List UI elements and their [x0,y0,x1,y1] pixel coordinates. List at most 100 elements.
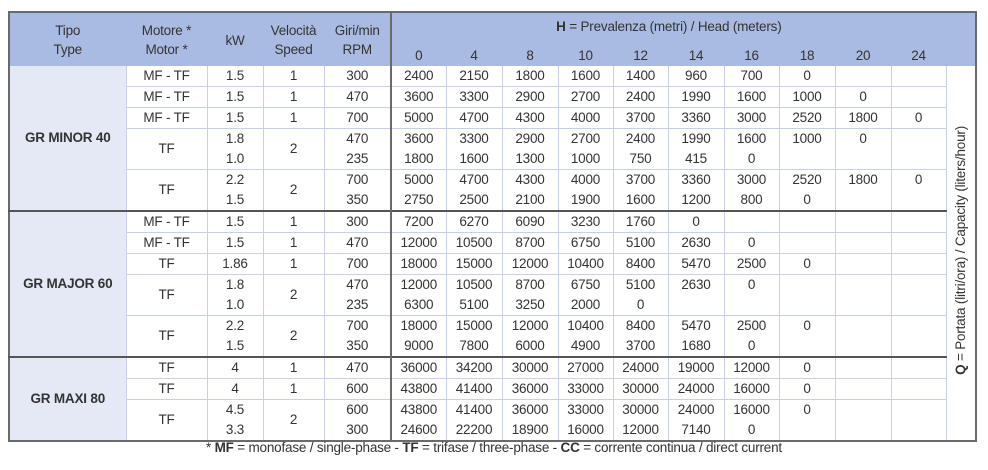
footnote: * MF = monofase / single-phase - TF = tr… [0,440,988,455]
capacity-value [836,190,890,210]
capacity-value: 2700 [570,131,601,146]
capacity-cell [834,232,892,254]
capacity-value [892,359,945,378]
table-row: GR MINOR 40 MF - TF 1.5 1 300 2400 2150 1800 160… [8,65,977,442]
capacity-cell: 1400 [612,65,669,87]
header-type: Tipo Type [8,11,127,66]
capacity-value: 2400 [404,68,434,83]
capacity-cell: 2500 [723,253,780,275]
capacity-value: 800 [740,192,763,207]
capacity-value: 700 [740,68,763,83]
capacity-value [836,276,890,296]
head-title-text: = Prevalenza (metri) / Head (meters) [565,18,782,34]
capacity-value: 6750 [570,277,601,292]
capacity-value: 1400 [625,68,656,83]
capacity-cell: 41400 22200 [445,399,503,442]
capacity-value [725,295,778,315]
capacity-value [836,234,890,253]
capacity-value: 36000 [511,402,549,417]
motor-type: TF [125,253,208,275]
capacity-cell: 19000 [667,356,725,379]
capacity-value: 6270 [459,214,489,229]
kw-cell: 4.5 3.3 [206,399,264,442]
kw-value: 4 [231,381,239,396]
capacity-cell: 24000 7140 [667,399,725,442]
capacity-value: 2500 [736,256,767,271]
capacity-value: 1760 [625,214,656,229]
motor-type: TF [125,169,208,212]
capacity-value: 5470 [681,256,711,271]
rpm-value: 700 [346,110,369,125]
capacity-value: 10500 [455,235,493,250]
capacity-value [892,336,945,356]
table-row: TF 2.2 1.5 2 700 350 18000 9000 15000 7800 12000 60… [9,315,976,358]
capacity-value: 10500 [455,277,493,292]
capacity-value: 33000 [567,402,604,417]
kw-value: 1.5 [225,214,245,229]
capacity-value: 3230 [570,214,601,229]
pump-model: GR MAJOR 60 [8,210,127,358]
capacity-value: 43800 [400,402,438,417]
capacity-cell: 2630 [667,274,725,316]
header-head-18: 18 [778,39,836,66]
speed-count: 1 [262,253,325,275]
capacity-cell: 0 [834,86,892,108]
capacity-cell: 7200 [390,210,447,233]
capacity-value [892,380,945,399]
capacity-cell: 4300 2100 [501,169,559,212]
capacity-value: 0 [803,68,811,83]
q-label: Q = Portata (litri/ora) / Capacity (lite… [951,126,971,375]
capacity-value: 2700 [570,89,601,104]
capacity-value: 7140 [681,422,711,437]
rpm-cell: 470 [323,86,392,108]
capacity-cell: 12000 [501,253,559,275]
capacity-value [836,149,890,169]
kw-cell: 4 [206,378,264,400]
kw-value: 1.5 [225,68,245,83]
capacity-axis-label: Q = Portata (litri/ora) / Capacity (lite… [945,65,977,442]
header-kw: kW [206,11,264,66]
capacity-cell: 4700 2500 [445,169,503,212]
table-row: MF - TF 1.5 1 470 12000 10500 8700 6750 5100 2630… [9,232,976,254]
capacity-cell: 2900 [501,86,559,108]
capacity-value [892,67,945,86]
rpm-value: 700 [346,172,369,187]
capacity-value [892,130,945,150]
capacity-value: 1800 [515,68,545,83]
capacity-cell: 2700 [557,86,614,108]
capacity-cell: 3600 [390,86,447,108]
kw-cell: 2.2 1.5 [206,315,264,358]
capacity-value: 30000 [622,381,659,396]
capacity-cell: 2630 [667,232,725,254]
capacity-cell: 3360 1200 [667,169,725,212]
capacity-value: 2500 [459,192,489,207]
speed-count: 1 [262,210,325,233]
capacity-cell: 18000 9000 [390,315,447,358]
capacity-cell: 5100 [612,232,669,254]
capacity-value: 0 [747,151,756,166]
capacity-cell: 1800 [834,169,892,212]
capacity-value [892,420,945,440]
capacity-cell: 30000 [612,378,669,400]
capacity-value [836,359,890,378]
capacity-value: 1600 [736,131,767,146]
kw-cell: 1.5 [206,65,264,87]
capacity-value: 3600 [404,89,434,104]
capacity-value: 19000 [677,360,715,375]
kw-cell: 1.5 [206,232,264,254]
capacity-cell: 960 [667,65,725,87]
capacity-cell: 33000 [557,378,614,400]
pump-model: GR MINOR 40 [8,65,127,212]
capacity-cell: 5100 0 [612,274,669,316]
capacity-value: 3000 [736,172,767,187]
capacity-value: 16000 [567,422,604,437]
capacity-value [892,295,945,315]
rpm-value: 350 [346,338,369,353]
capacity-cell: 0 [667,210,725,233]
capacity-value: 8400 [625,256,656,271]
capacity-cell [834,210,892,233]
rpm-value: 470 [346,235,369,250]
header-type-en: Type [53,42,83,57]
capacity-value: 4300 [515,110,545,125]
capacity-cell: 1600 [557,65,614,87]
